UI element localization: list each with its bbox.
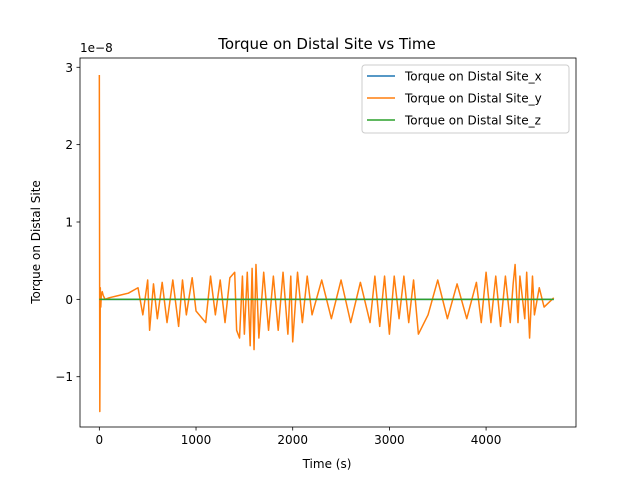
legend-label-torque-on-distal-site-y: Torque on Distal Site_y — [404, 92, 542, 106]
axes-frame — [79, 57, 577, 428]
series-line-torque-on-distal-site-y — [98, 75, 555, 413]
legend-box — [361, 64, 570, 134]
y-tick-label: −1 — [55, 370, 73, 384]
series-group — [98, 75, 555, 413]
x-tick-label: 0 — [96, 433, 104, 447]
y-axis-label: Torque on Distal Site — [29, 180, 43, 305]
x-tick-label: 2000 — [277, 433, 308, 447]
x-tick-label: 1000 — [181, 433, 212, 447]
y-tick-label: 0 — [65, 293, 73, 307]
x-axis-label: Time (s) — [302, 457, 352, 471]
x-tick-label: 4000 — [471, 433, 502, 447]
plot-area: 0 1000 2000 3000 4000 −1 0 1 2 3 — [55, 57, 577, 447]
x-tick-label: 3000 — [374, 433, 405, 447]
y-tick-label: 2 — [65, 138, 73, 152]
y-tick-label: 3 — [65, 61, 73, 75]
legend-label-torque-on-distal-site-z: Torque on Distal Site_z — [404, 114, 541, 128]
legend-label-torque-on-distal-site-x: Torque on Distal Site_x — [404, 70, 542, 84]
y-tick-label: 1 — [65, 216, 73, 230]
legend: Torque on Distal Site_x Torque on Distal … — [361, 64, 570, 134]
y-offset-label: 1e−8 — [80, 41, 113, 55]
chart-title: Torque on Distal Site vs Time — [217, 35, 435, 53]
